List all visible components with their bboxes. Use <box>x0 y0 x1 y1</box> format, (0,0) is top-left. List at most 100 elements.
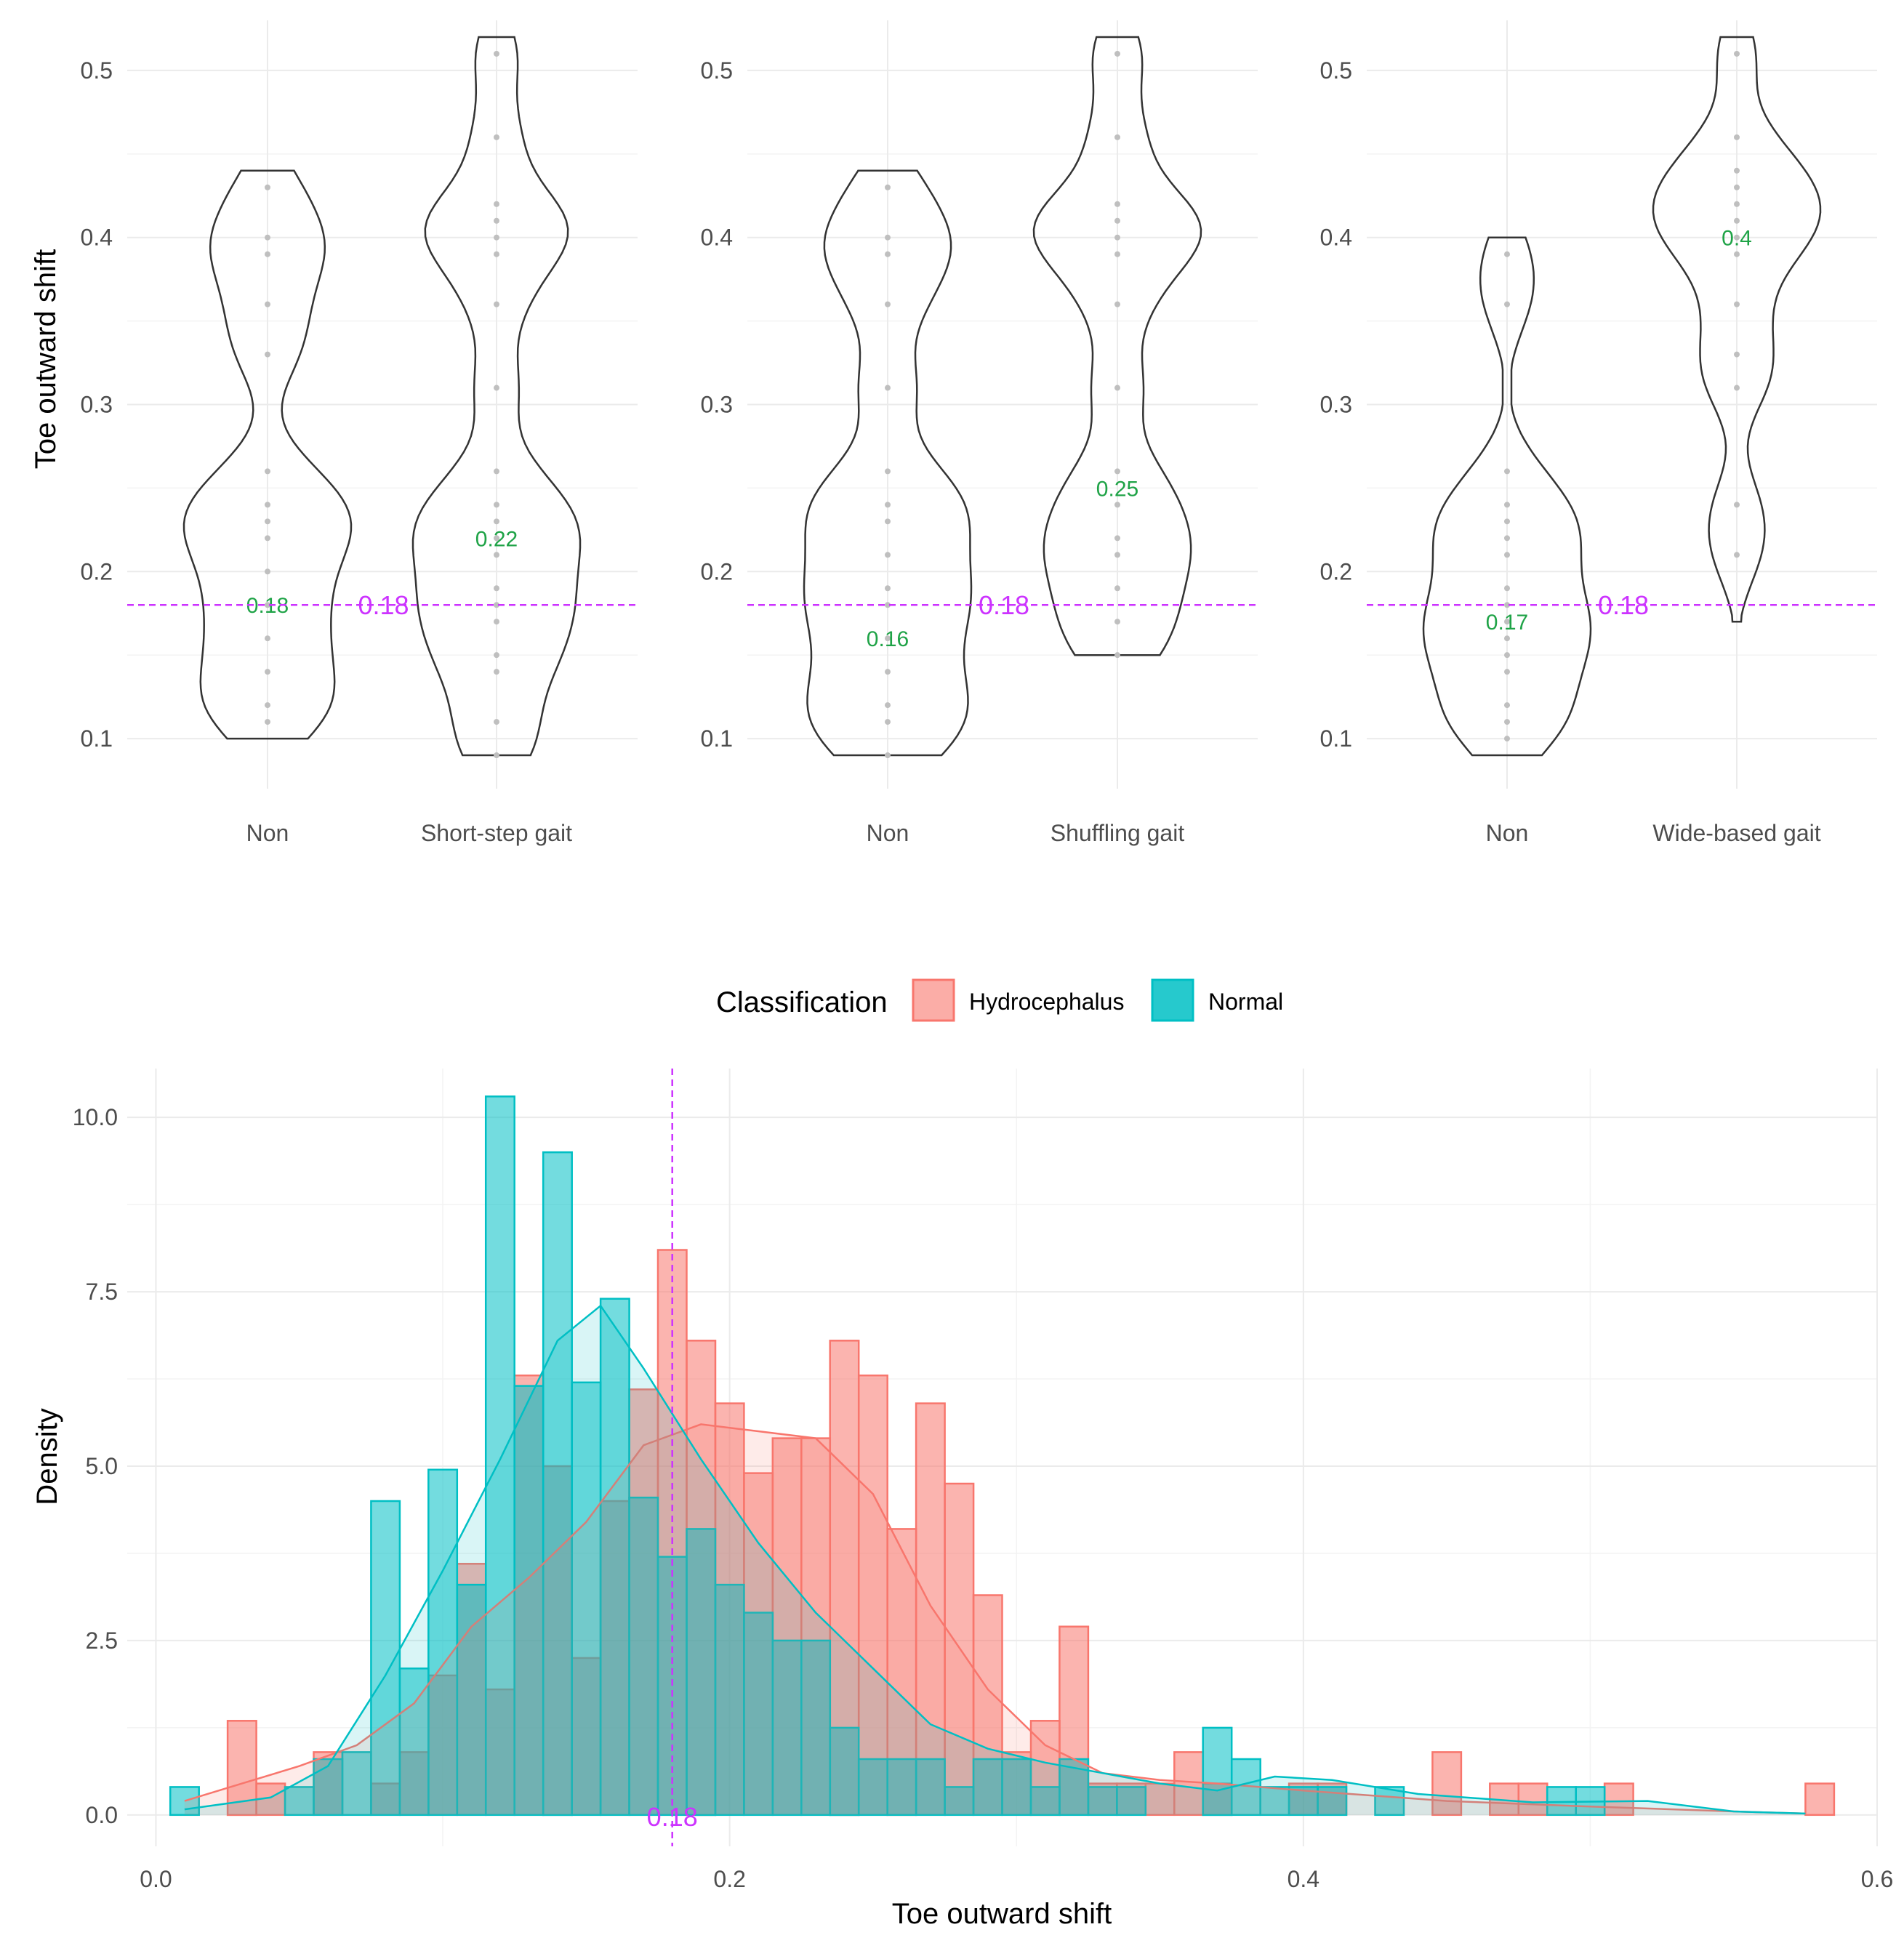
data-point <box>1504 301 1510 307</box>
data-point <box>1504 652 1510 659</box>
legend-label-hydrocephalus: Hydrocephalus <box>969 989 1124 1015</box>
y-tick-label: 10.0 <box>73 1104 118 1130</box>
data-point <box>265 234 270 241</box>
threshold-label: 0.18 <box>979 590 1029 620</box>
data-point <box>1734 201 1740 207</box>
bar-normal <box>972 1758 1003 1817</box>
histogram-y-axis-title: Density <box>31 1408 63 1505</box>
data-point <box>885 385 891 391</box>
data-point <box>494 201 499 207</box>
x-tick-label: 0.6 <box>1861 1866 1893 1892</box>
series-normal-bars <box>169 1095 1606 1817</box>
y-tick-label: 7.5 <box>86 1279 118 1305</box>
data-point <box>265 184 270 190</box>
data-point <box>494 535 499 542</box>
violin-panel-shuffling: 0.1 0.2 0.3 0.4 0.5 0.16 Non 0.25 Shuffling gait… <box>701 20 1258 846</box>
data-point <box>1504 602 1510 608</box>
data-point <box>494 619 499 625</box>
data-point <box>1114 619 1120 625</box>
violin-non <box>803 169 973 757</box>
data-point <box>265 518 270 525</box>
data-point <box>265 301 270 307</box>
data-point <box>494 752 499 759</box>
data-point <box>885 502 891 508</box>
data-point <box>1734 184 1740 190</box>
data-point <box>1734 134 1740 140</box>
legend-label-normal: Normal <box>1208 989 1283 1015</box>
data-point <box>885 468 891 475</box>
density-area-hydrocephalus <box>184 1424 1806 1815</box>
data-point <box>1114 552 1120 558</box>
bar-normal <box>513 1385 545 1817</box>
data-point <box>494 552 499 558</box>
histogram-panel: 0.0 0.2 0.4 0.6 0.0 2.5 5.0 7.5 10.0 0.18 Toe out… <box>31 1069 1893 1930</box>
threshold-label: 0.18 <box>1598 590 1649 620</box>
data-point <box>494 585 499 592</box>
violin-y-axis-title: Toe outward shift <box>30 249 62 469</box>
data-point <box>265 719 270 725</box>
data-point <box>494 652 499 659</box>
bar-normal <box>599 1298 630 1817</box>
data-point <box>1734 167 1740 174</box>
data-point <box>1504 736 1510 742</box>
x-tick-label: Non <box>867 820 909 846</box>
data-point <box>1504 502 1510 508</box>
bar-normal <box>800 1639 832 1817</box>
y-tick-label: 0.4 <box>701 225 733 251</box>
y-tick-label: 0.1 <box>81 725 113 752</box>
data-point <box>885 752 891 759</box>
data-point <box>1734 301 1740 307</box>
violin-shuffling-gait <box>1032 36 1202 656</box>
bar-normal <box>169 1786 200 1817</box>
x-tick-label: Shuffling gait <box>1051 820 1185 846</box>
data-point <box>1114 385 1120 391</box>
y-tick-label: 0.5 <box>81 57 113 84</box>
y-tick-label: 0.2 <box>1320 558 1352 584</box>
data-point <box>1504 468 1510 475</box>
legend-title: Classification <box>716 986 888 1018</box>
data-point <box>265 351 270 358</box>
data-point <box>1734 251 1740 257</box>
x-tick-label: Short-step gait <box>421 820 572 846</box>
y-tick-label: 0.3 <box>1320 392 1352 418</box>
x-tick-label: 0.2 <box>713 1866 745 1892</box>
median-label: 0.22 <box>475 527 518 551</box>
median-label: 0.17 <box>1486 611 1528 635</box>
data-point <box>1504 619 1510 625</box>
data-point <box>265 535 270 542</box>
data-point <box>1734 502 1740 508</box>
data-point <box>1504 552 1510 558</box>
data-point <box>494 301 499 307</box>
bar-normal <box>1317 1786 1348 1817</box>
median-label: 0.18 <box>246 594 289 618</box>
bar-normal <box>944 1786 975 1817</box>
violin-short-step-gait <box>411 36 582 757</box>
data-point <box>1734 385 1740 391</box>
y-tick-label: 0.1 <box>1320 725 1352 752</box>
data-point <box>494 217 499 224</box>
data-point <box>1734 552 1740 558</box>
violin-non <box>1422 236 1592 757</box>
median-label: 0.4 <box>1722 227 1752 251</box>
data-point <box>885 301 891 307</box>
bar-hydrocephalus <box>1603 1782 1634 1817</box>
data-point <box>265 251 270 257</box>
histogram-plot-area: 0.0 0.2 0.4 0.6 0.0 2.5 5.0 7.5 10.0 0.18 <box>73 1069 1893 1892</box>
bar-hydrocephalus <box>1173 1751 1205 1817</box>
data-point <box>1114 50 1120 57</box>
data-point <box>265 635 270 642</box>
density-line-normal <box>184 1304 1806 1815</box>
data-point <box>265 568 270 575</box>
data-point <box>885 251 891 257</box>
data-point <box>1504 518 1510 525</box>
bar-normal <box>857 1758 888 1817</box>
bar-normal <box>628 1496 659 1817</box>
x-tick-label: Wide-based gait <box>1652 820 1820 846</box>
data-point <box>1114 535 1120 542</box>
y-tick-label: 5.0 <box>86 1453 118 1479</box>
density-line-hydrocephalus <box>184 1423 1806 1815</box>
data-point <box>494 468 499 475</box>
bar-normal <box>714 1583 745 1817</box>
violin-panel-short-step: 0.1 0.2 0.3 0.4 0.5 0.18 Non 0.22 Short-step gai… <box>30 20 638 846</box>
data-point <box>265 669 270 675</box>
